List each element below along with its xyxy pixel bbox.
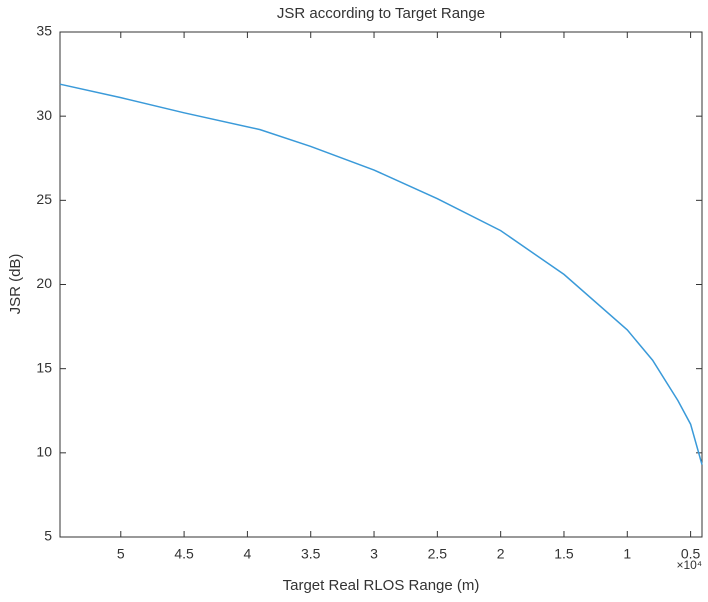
y-tick-label: 10	[36, 444, 52, 460]
x-tick-label: 2	[497, 546, 505, 562]
x-tick-label: 1	[623, 546, 631, 562]
x-exponent: ×10⁴	[676, 558, 702, 572]
x-tick-label: 2.5	[428, 546, 448, 562]
x-tick-label: 4.5	[174, 546, 194, 562]
x-tick-label: 3.5	[301, 546, 321, 562]
y-tick-label: 15	[36, 359, 52, 375]
chart-title: JSR according to Target Range	[277, 5, 485, 22]
y-axis-label: JSR (dB)	[7, 254, 24, 315]
x-tick-label: 3	[370, 546, 378, 562]
data-line	[59, 83, 703, 465]
x-axis-label: Target Real RLOS Range (m)	[283, 577, 480, 594]
x-tick-label: 1.5	[554, 546, 574, 562]
y-tick-label: 30	[36, 107, 52, 123]
y-tick-label: 35	[36, 23, 52, 39]
x-tick-label: 5	[117, 546, 125, 562]
y-tick-label: 5	[44, 528, 52, 544]
y-tick-label: 25	[36, 191, 52, 207]
x-tick-label: 0.5	[681, 546, 701, 562]
y-tick-label: 20	[36, 275, 52, 291]
x-tick-label: 4	[244, 546, 252, 562]
plot-area	[59, 31, 703, 538]
